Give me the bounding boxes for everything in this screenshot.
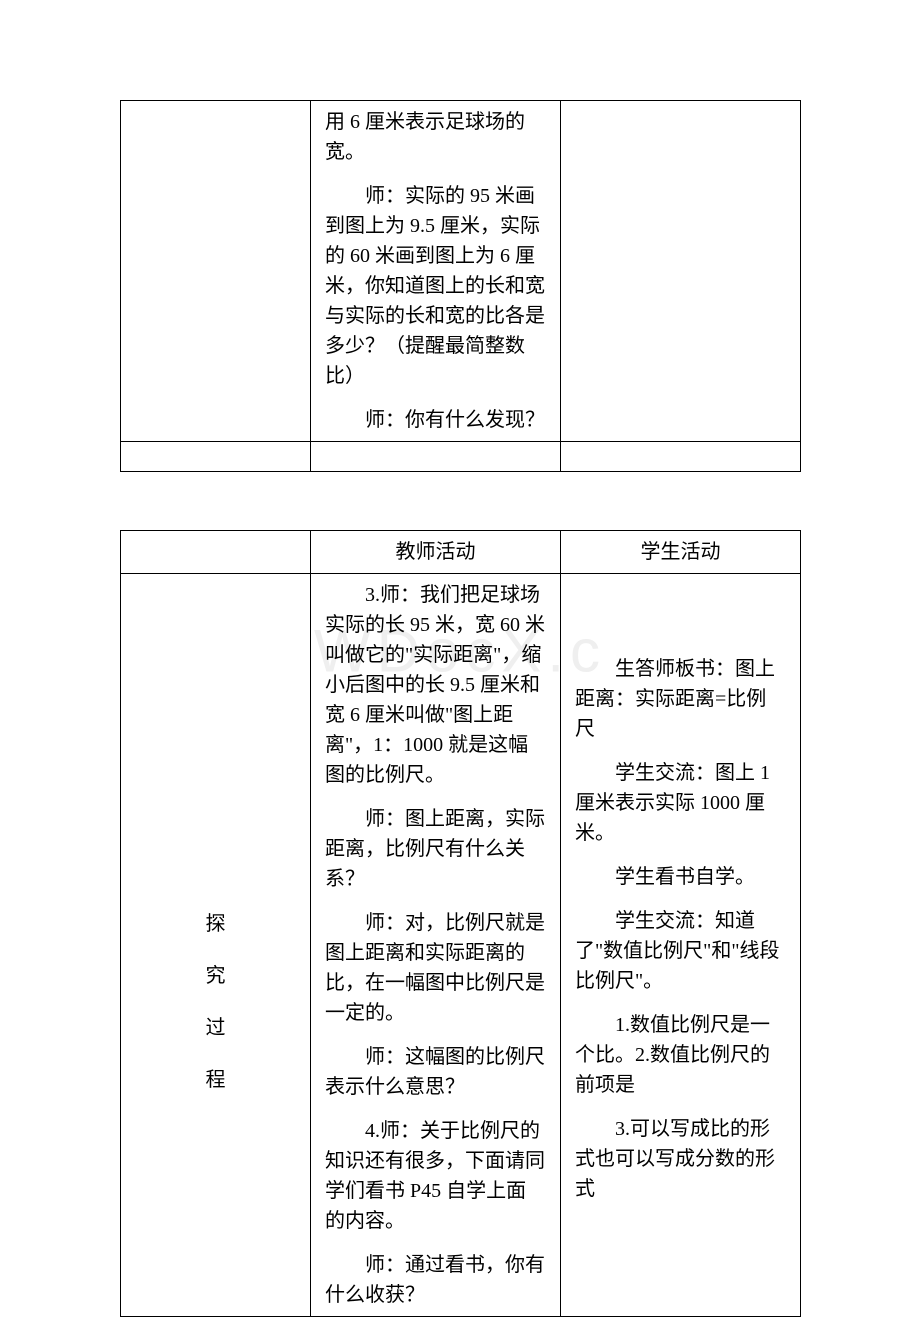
cell-t2-h-c1 [121,531,311,574]
header-label [121,546,310,558]
paragraph: 师：通过看书，你有什么收获？ [325,1250,546,1310]
paragraph: 1.数值比例尺是一个比。2.数值比例尺的前项是 [575,1010,786,1100]
paragraph: 师：你有什么发现？ [325,405,546,435]
vertical-char: 究 [135,961,296,991]
cell-t1-r2-c3 [561,442,801,472]
table-header-row: 教师活动 学生活动 [121,531,801,574]
table-row: 用 6 厘米表示足球场的宽。 师：实际的 95 米画到图上为 9.5 厘米，实际… [121,101,801,442]
page: WDocX.c 用 6 厘米表示足球场的宽。 师：实际的 95 米画到图上为 9… [0,0,920,1302]
paragraph: 3.师：我们把足球场实际的长 95 米，宽 60 米叫做它的"实际距离"，缩小后… [325,580,546,790]
cell-t1-r1-c1 [121,101,311,442]
table-row: 探 究 过 程 3.师：我们把足球场实际的长 95 米，宽 60 米叫做它的"实… [121,574,801,1317]
cell-t2-b-c2: 3.师：我们把足球场实际的长 95 米，宽 60 米叫做它的"实际距离"，缩小后… [311,574,561,1317]
section-label-vertical: 探 究 过 程 [121,767,310,1123]
cell-t1-r1-c3 [561,101,801,442]
paragraph: 3.可以写成比的形式也可以写成分数的形式 [575,1114,786,1204]
cell-t2-b-c3: 生答师板书：图上距离：实际距离=比例尺 学生交流：图上 1 厘米表示实际 100… [561,574,801,1317]
header-label: 教师活动 [311,531,560,573]
paragraph: 学生交流：图上 1 厘米表示实际 1000 厘米。 [575,758,786,848]
paragraph: 师：对，比例尺就是图上距离和实际距离的比，在一幅图中比例尺是一定的。 [325,908,546,1028]
cell-content [121,101,310,113]
table-lower: 教师活动 学生活动 探 究 过 程 3.师：我们把足球场实际的长 95 米，宽 … [120,530,801,1317]
paragraph: 学生看书自学。 [575,862,786,892]
teacher-activity: 3.师：我们把足球场实际的长 95 米，宽 60 米叫做它的"实际距离"，缩小后… [311,574,560,1316]
paragraph: 师：这幅图的比例尺表示什么意思？ [325,1042,546,1102]
paragraph: 师：实际的 95 米画到图上为 9.5 厘米，实际的 60 米画到图上为 6 厘… [325,181,546,391]
vertical-char: 程 [135,1065,296,1095]
cell-content [561,101,800,113]
header-label: 学生活动 [561,531,800,573]
paragraph: 用 6 厘米表示足球场的宽。 [325,107,546,167]
vertical-char: 过 [135,1013,296,1043]
student-activity: 生答师板书：图上距离：实际距离=比例尺 学生交流：图上 1 厘米表示实际 100… [561,574,800,1210]
cell-t1-r1-c2: 用 6 厘米表示足球场的宽。 师：实际的 95 米画到图上为 9.5 厘米，实际… [311,101,561,442]
cell-t2-h-c2: 教师活动 [311,531,561,574]
cell-t2-h-c3: 学生活动 [561,531,801,574]
cell-content: 用 6 厘米表示足球场的宽。 师：实际的 95 米画到图上为 9.5 厘米，实际… [311,101,560,441]
cell-t1-r2-c2 [311,442,561,472]
table-upper: 用 6 厘米表示足球场的宽。 师：实际的 95 米画到图上为 9.5 厘米，实际… [120,100,801,472]
paragraph: 学生交流：知道了"数值比例尺"和"线段比例尺"。 [575,906,786,996]
vertical-char: 探 [135,909,296,939]
paragraph: 生答师板书：图上距离：实际距离=比例尺 [575,654,786,744]
cell-t2-b-c1: 探 究 过 程 [121,574,311,1317]
paragraph: 4.师：关于比例尺的知识还有很多，下面请同学们看书 P45 自学上面的内容。 [325,1116,546,1236]
table-row [121,442,801,472]
cell-t1-r2-c1 [121,442,311,472]
paragraph: 师：图上距离，实际距离，比例尺有什么关系？ [325,804,546,894]
